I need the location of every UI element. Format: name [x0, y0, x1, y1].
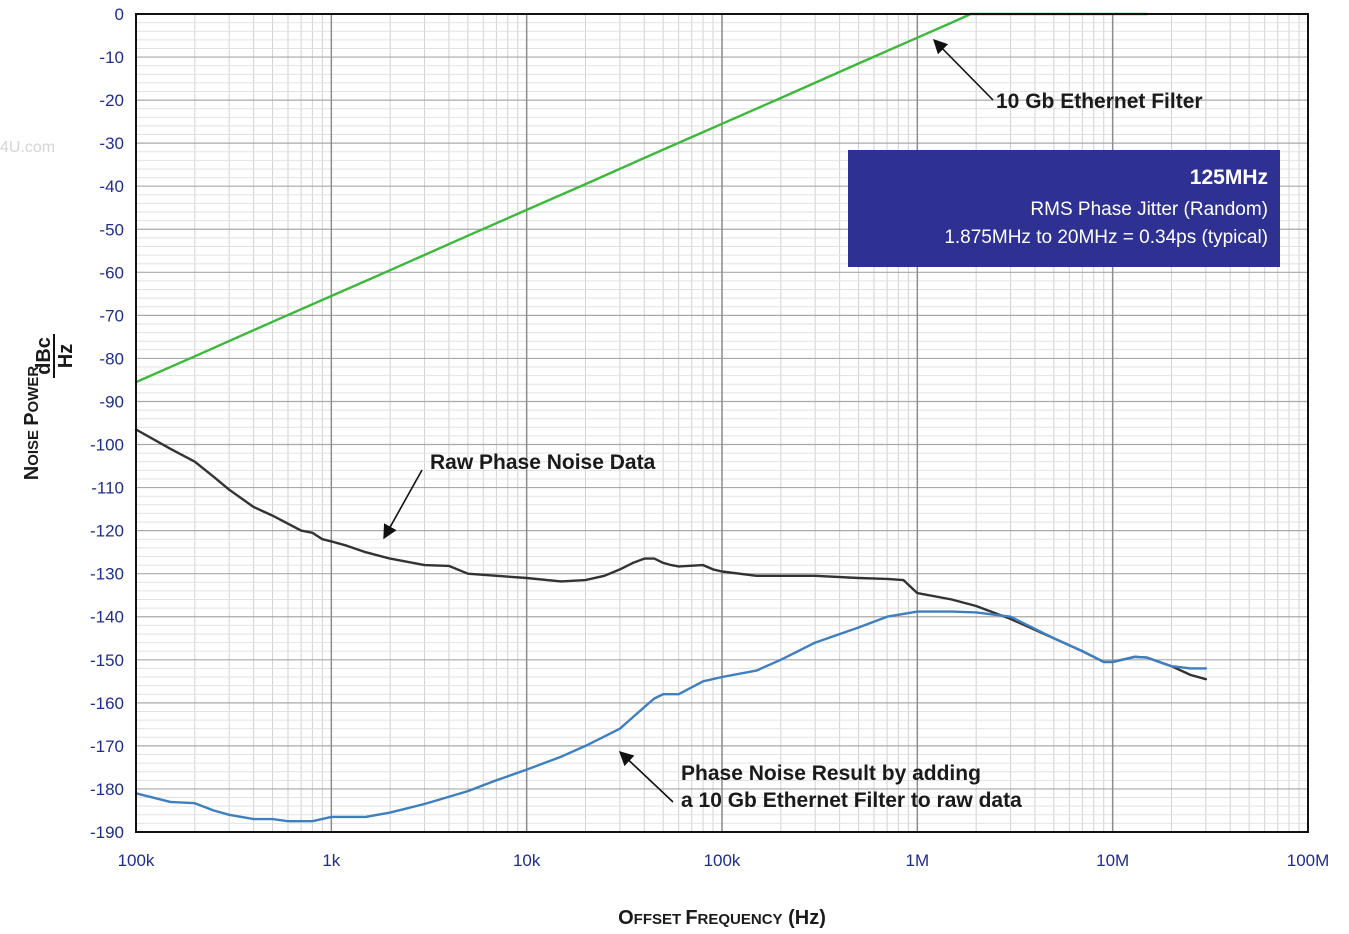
ylabel-part3: P: [21, 412, 43, 425]
x-tick-label: 10M: [1096, 851, 1129, 870]
y-axis-label: NOISE POWER: [21, 366, 43, 481]
y-tick-label: -130: [90, 565, 124, 584]
y-tick-label: -170: [90, 737, 124, 756]
annotation-label-line2: a 10 Gb Ethernet Filter to raw data: [681, 789, 1022, 812]
ylabel-part2: OISE: [25, 426, 42, 466]
x-axis-label: OFFSET FREQUENCY (Hz): [618, 907, 826, 929]
xlabel-part4: REQUENCY: [698, 911, 783, 928]
plot-frame: [135, 13, 1309, 833]
xlabel-part1: O: [618, 907, 634, 929]
y-tick-label: -180: [90, 780, 124, 799]
y-tick-label: -80: [99, 349, 124, 368]
info-box-line1: RMS Phase Jitter (Random): [1030, 199, 1268, 220]
ylabel-numerator: dBc: [33, 337, 55, 375]
annotation-label: 10 Gb Ethernet Filter: [996, 90, 1203, 113]
y-tick-label: -100: [90, 436, 124, 455]
annotation-ethernet-filter: 10 Gb Ethernet Filter: [932, 38, 1203, 113]
info-box: 125MHz RMS Phase Jitter (Random) 1.875MH…: [848, 150, 1280, 267]
y-tick-label: -40: [99, 177, 124, 196]
ylabel-part1: N: [21, 466, 43, 480]
y-tick-label: 0: [115, 5, 124, 24]
series-line-2: [134, 610, 1208, 823]
y-tick-label: -20: [99, 91, 124, 110]
x-tick-labels: 100k 1k 10k 100k 1M 10M 100M: [118, 851, 1330, 870]
y-tick-label: -120: [90, 522, 124, 541]
y-tick-labels: 0 -10 -20 -30 -40 -50 -60 -70 -80 -90 -100 -110 -120…: [90, 5, 124, 842]
y-tick-label: -50: [99, 220, 124, 239]
x-tick-label: 10k: [513, 851, 541, 870]
xlabel-part5: (Hz): [783, 907, 826, 929]
y-tick-label: -90: [99, 392, 124, 411]
annotation-phase-noise-result: Phase Noise Result by adding a 10 Gb Eth…: [618, 751, 1022, 812]
annotation-arrow: [932, 38, 994, 101]
y-tick-label: -190: [90, 823, 124, 842]
annotation-label: Raw Phase Noise Data: [430, 451, 656, 474]
y-tick-label: -140: [90, 608, 124, 627]
y-tick-label: -150: [90, 651, 124, 670]
y-axis-unit: dBc Hz: [33, 334, 77, 378]
info-box-line2: 1.875MHz to 20MHz = 0.34ps (typical): [944, 227, 1268, 248]
x-tick-label: 1M: [906, 851, 930, 870]
x-tick-label: 100k: [704, 851, 741, 870]
x-tick-label: 1k: [322, 851, 340, 870]
info-box-title: 125MHz: [1190, 166, 1268, 189]
annotation-label-line1: Phase Noise Result by adding: [681, 762, 981, 785]
svg-text:NOISE POWER: NOISE POWER: [21, 366, 43, 481]
x-tick-label: 100k: [118, 851, 155, 870]
watermark-text: 4U.com: [0, 139, 55, 156]
ylabel-part4: OWER: [25, 366, 42, 413]
y-tick-label: -30: [99, 134, 124, 153]
xlabel-part2: FFSET: [634, 911, 686, 928]
y-tick-label: -10: [99, 48, 124, 67]
ylabel-denominator: Hz: [55, 344, 77, 368]
annotation-arrow: [383, 469, 423, 540]
annotation-raw-phase-noise: Raw Phase Noise Data: [383, 451, 656, 540]
annotation-arrow: [618, 751, 674, 803]
y-tick-label: -60: [99, 263, 124, 282]
y-tick-label: -70: [99, 306, 124, 325]
y-tick-label: -160: [90, 694, 124, 713]
xlabel-part3: F: [685, 907, 697, 929]
x-tick-label: 100M: [1287, 851, 1330, 870]
y-tick-label: -110: [91, 479, 124, 498]
